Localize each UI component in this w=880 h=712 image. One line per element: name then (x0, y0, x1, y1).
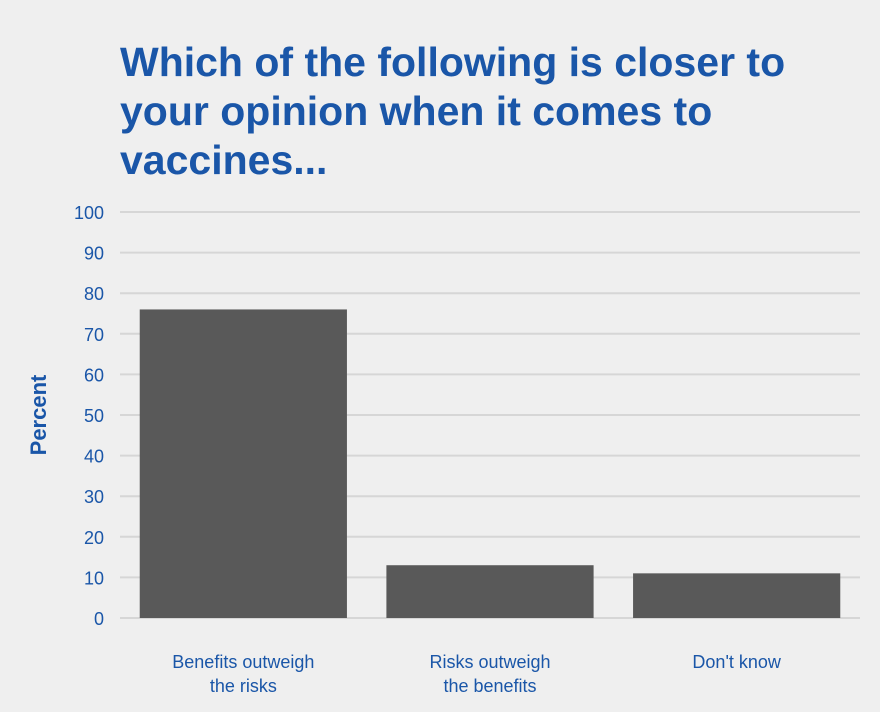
y-tick-label-100: 100 (74, 203, 104, 223)
y-tick-label-10: 10 (84, 568, 104, 588)
y-tick-label-50: 50 (84, 406, 104, 426)
chart-title: Which of the following is closer to your… (120, 39, 786, 184)
x-tick-label-1: Benefits outweigh the risks (172, 652, 314, 696)
y-tick-label-20: 20 (84, 528, 104, 548)
x-tick-label-2: Risks outweigh the benefits (429, 652, 550, 696)
y-tick-label-30: 30 (84, 487, 104, 507)
y-tick-label-0: 0 (94, 609, 104, 629)
x-tick-label-3: Don't know (692, 652, 781, 672)
y-tick-label-90: 90 (84, 244, 104, 264)
bar-3 (633, 573, 841, 618)
y-tick-label-80: 80 (84, 284, 104, 304)
y-tick-label-70: 70 (84, 325, 104, 345)
bar-1 (139, 309, 347, 618)
y-tick-label-60: 60 (84, 365, 104, 385)
y-axis-label: Percent (26, 374, 51, 455)
bar-2 (386, 565, 594, 618)
y-tick-label-40: 40 (84, 447, 104, 467)
